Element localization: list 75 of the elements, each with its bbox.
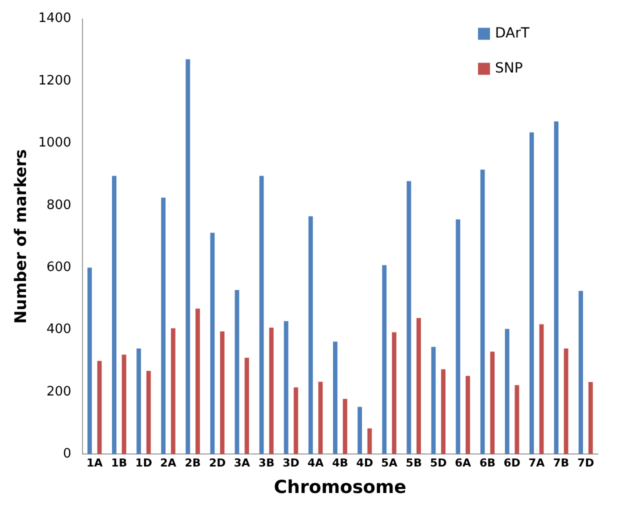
bar bbox=[186, 59, 190, 454]
x-tick-label: 6B bbox=[479, 456, 496, 470]
x-tick-label: 2A bbox=[160, 456, 177, 470]
bar bbox=[161, 198, 166, 454]
x-tick-label: 5A bbox=[381, 456, 398, 470]
legend-label: DArT bbox=[495, 25, 530, 42]
y-tick-label: 1000 bbox=[38, 136, 72, 151]
bar bbox=[318, 382, 323, 454]
bar bbox=[529, 132, 534, 454]
legend-label: SNP bbox=[495, 60, 523, 76]
bar bbox=[220, 331, 224, 454]
bar bbox=[136, 348, 141, 454]
bar bbox=[97, 360, 102, 454]
y-tick-label: 1200 bbox=[38, 73, 72, 88]
bar bbox=[244, 358, 250, 454]
y-tick-label: 400 bbox=[46, 322, 72, 338]
bar bbox=[122, 354, 126, 454]
bar bbox=[146, 370, 151, 454]
bar bbox=[456, 219, 460, 454]
x-tick-label: 7A bbox=[528, 456, 546, 470]
x-tick-label: 3A bbox=[234, 456, 250, 470]
bar bbox=[87, 268, 92, 454]
x-tick-label: 1A bbox=[86, 456, 104, 470]
bar bbox=[342, 398, 348, 454]
y-tick-label: 0 bbox=[63, 446, 72, 462]
x-tick-label: 4A bbox=[308, 456, 324, 470]
bar bbox=[588, 382, 593, 454]
x-tick-label: 7D bbox=[577, 456, 594, 470]
x-tick-label: 2D bbox=[208, 456, 226, 470]
bar bbox=[382, 265, 387, 454]
y-tick-label: 1400 bbox=[38, 11, 72, 26]
bar bbox=[554, 121, 558, 454]
bar bbox=[112, 176, 116, 454]
bar bbox=[578, 290, 584, 454]
bar bbox=[358, 406, 362, 454]
bar bbox=[294, 387, 298, 454]
x-tick-label: 3B bbox=[258, 456, 274, 470]
x-tick-label: 3D bbox=[282, 456, 300, 470]
bar bbox=[392, 332, 396, 454]
x-tick-label: 6D bbox=[504, 456, 520, 470]
x-tick-label: 4B bbox=[332, 456, 348, 470]
bar bbox=[514, 385, 520, 454]
x-tick-label: 5B bbox=[406, 456, 422, 470]
x-tick-label: 4D bbox=[356, 456, 374, 470]
y-axis-title: Number of markers bbox=[10, 149, 30, 324]
bar bbox=[367, 428, 372, 454]
y-tick-label: 200 bbox=[46, 384, 72, 400]
bar bbox=[406, 181, 412, 454]
bar bbox=[490, 352, 495, 454]
bar bbox=[170, 328, 176, 454]
bar bbox=[466, 376, 470, 454]
bar bbox=[431, 346, 436, 454]
bar bbox=[195, 308, 200, 454]
x-tick-label: 1D bbox=[135, 456, 152, 470]
bar bbox=[333, 342, 338, 454]
y-tick-label: 600 bbox=[46, 260, 72, 275]
bar bbox=[284, 321, 288, 454]
bar bbox=[539, 324, 544, 454]
x-tick-label: 7B bbox=[553, 456, 570, 470]
bar bbox=[259, 176, 264, 454]
bar bbox=[210, 232, 215, 454]
x-tick-label: 2B bbox=[184, 456, 201, 470]
x-tick-label: 5D bbox=[430, 456, 447, 470]
bar bbox=[269, 328, 274, 454]
bar bbox=[564, 348, 568, 454]
x-tick-label: 6A bbox=[454, 456, 472, 470]
x-tick-label: 1B bbox=[111, 456, 128, 470]
bar bbox=[234, 290, 240, 454]
bar bbox=[480, 170, 485, 454]
bar bbox=[441, 369, 446, 454]
bar bbox=[504, 328, 510, 454]
bar bbox=[308, 216, 313, 454]
y-tick-label: 800 bbox=[46, 198, 72, 213]
x-axis-title: Chromosome bbox=[274, 476, 406, 498]
bar bbox=[416, 318, 421, 454]
